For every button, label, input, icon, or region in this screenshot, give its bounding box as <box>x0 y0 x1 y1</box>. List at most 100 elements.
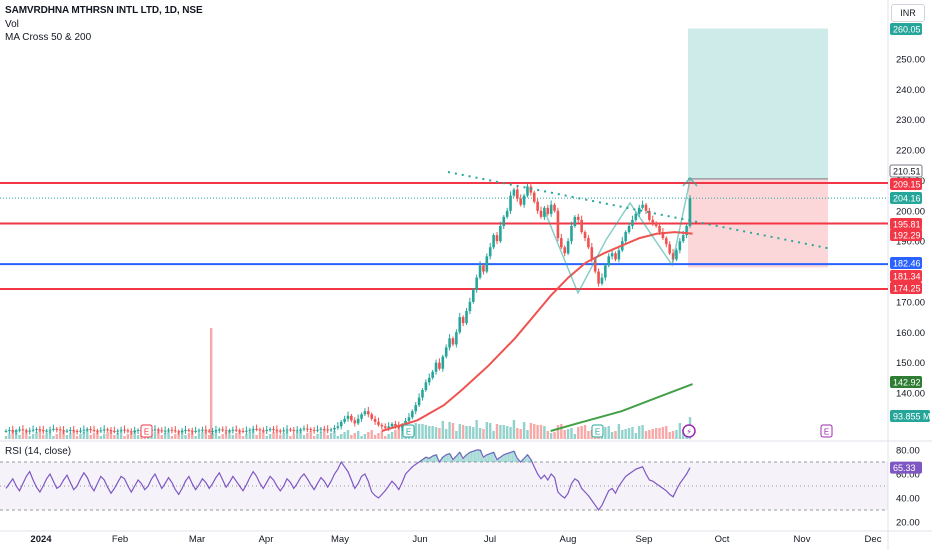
candle <box>268 429 272 431</box>
candle <box>383 426 387 428</box>
candle <box>427 377 431 383</box>
volume-bar <box>468 426 472 439</box>
volume-bar <box>167 431 170 439</box>
candle <box>336 426 340 428</box>
volume-bar <box>79 434 82 439</box>
volume-bar <box>621 430 624 439</box>
candle <box>370 414 374 419</box>
candle <box>380 424 384 427</box>
candle <box>553 204 556 211</box>
candle <box>62 430 65 432</box>
candle <box>333 427 336 430</box>
volume-spike-bar <box>210 328 213 439</box>
volume-bar <box>482 429 485 439</box>
candle <box>85 429 89 431</box>
candle <box>468 301 472 312</box>
volume-bar <box>505 426 509 439</box>
volume-bar <box>126 434 130 439</box>
volume-bars <box>4 328 692 439</box>
currency-button[interactable]: INR <box>891 4 925 22</box>
candle <box>587 238 590 248</box>
volume-bar <box>455 431 458 439</box>
volume-bar <box>163 433 167 439</box>
volume-bar <box>245 434 248 439</box>
price-badge-label: 93.855 M <box>893 412 931 422</box>
volume-bar <box>472 427 475 439</box>
candle <box>218 429 221 431</box>
candle <box>136 430 140 432</box>
candle <box>631 219 634 226</box>
volume-bar <box>441 421 445 439</box>
candle <box>424 382 428 390</box>
volume-bar <box>587 431 590 439</box>
volume-bar <box>614 431 617 439</box>
symbol-title[interactable]: SAMVRDHNA MTHRSN INTL LTD, 1D, NSE <box>5 5 203 16</box>
price-badge-label: 182.46 <box>893 259 921 269</box>
volume-bar <box>502 425 505 439</box>
candle <box>234 429 238 431</box>
volume-bar <box>451 423 455 439</box>
time-tick-label: 2024 <box>30 534 52 545</box>
candle <box>75 430 79 432</box>
volume-bar <box>539 425 543 439</box>
candle <box>570 226 573 242</box>
volume-bar <box>8 434 11 439</box>
candle <box>228 430 231 432</box>
volume-bar <box>72 431 75 439</box>
volume-bar <box>556 425 560 439</box>
volume-bar <box>573 434 577 439</box>
volume-bar <box>519 429 522 439</box>
volume-bar <box>323 430 326 439</box>
candle <box>475 277 478 290</box>
volume-bar <box>292 434 296 439</box>
candle <box>617 250 621 260</box>
volume-bar <box>543 426 546 439</box>
volume-bar <box>184 435 187 439</box>
event-marker-label: E <box>406 428 411 437</box>
volume-bar <box>570 428 573 439</box>
event-marker-label: E <box>595 428 600 437</box>
candle <box>133 430 136 432</box>
candle <box>292 430 296 432</box>
profit-zone <box>688 28 828 179</box>
candle <box>224 430 228 432</box>
volume-bar <box>648 430 651 439</box>
volume-bar <box>96 431 99 439</box>
ma-slow-line <box>550 383 693 432</box>
candle <box>326 429 329 431</box>
volume-bar <box>516 428 519 439</box>
ma-legend[interactable]: MA Cross 50 & 200 <box>5 32 92 43</box>
volume-bar <box>92 433 96 439</box>
price-badge-label: 192.29 <box>893 231 921 241</box>
time-tick-label: Sep <box>636 534 653 545</box>
volume-legend[interactable]: Vol <box>5 19 19 30</box>
event-marker-label: E <box>144 428 149 437</box>
price-tick-label: 200.00 <box>896 206 925 217</box>
volume-bar <box>302 435 306 439</box>
volume-bar <box>235 433 238 439</box>
volume-bar <box>119 431 123 439</box>
volume-bar <box>350 435 353 439</box>
price-tick-label: 220.00 <box>896 146 925 157</box>
candle <box>285 429 289 431</box>
volume-bar <box>262 431 265 439</box>
price-badge-label: 142.92 <box>893 378 921 388</box>
candle <box>560 238 563 248</box>
volume-bar <box>251 430 255 439</box>
volume-bar <box>380 431 384 439</box>
rsi-legend[interactable]: RSI (14, close) <box>5 446 72 457</box>
candle <box>590 247 594 260</box>
volume-bar <box>329 433 333 439</box>
volume-bar <box>207 435 211 439</box>
time-tick-label: Aug <box>560 534 577 545</box>
volume-bar <box>577 427 580 439</box>
candle <box>421 389 424 398</box>
candle <box>360 414 363 419</box>
candle <box>648 210 651 220</box>
dividend-icon: ⚡ <box>686 428 692 437</box>
volume-bar <box>563 430 566 439</box>
volume-bar <box>11 432 14 439</box>
volume-bar <box>18 435 21 439</box>
candle <box>184 430 187 432</box>
